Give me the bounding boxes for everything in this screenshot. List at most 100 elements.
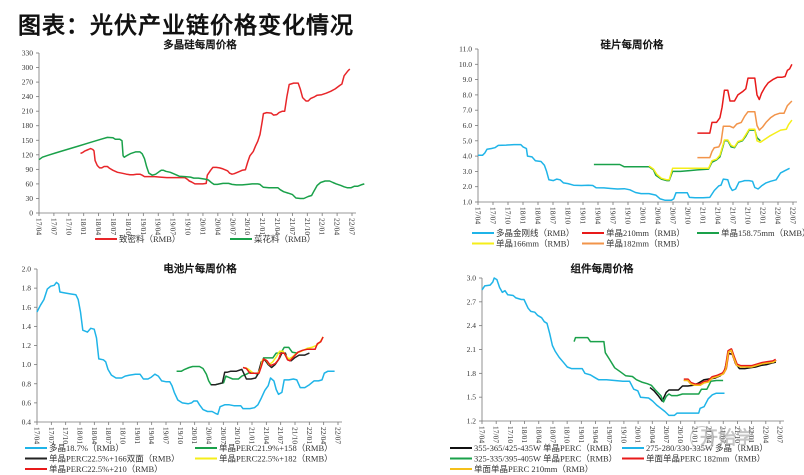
x-tick-label: 22/04 [761, 426, 770, 443]
series-line-0 [36, 281, 335, 416]
x-tick-label: 19/10 [176, 427, 185, 444]
x-tick-label: 22/07 [334, 427, 343, 444]
x-tick-label: 19/04 [147, 427, 156, 444]
x-tick-label: 20/01 [198, 218, 207, 235]
y-tick-label: 1.8 [22, 284, 32, 293]
y-tick-label: 3.0 [467, 274, 477, 283]
wafer-chart: 硅片每周价格 1.0 2.0 3.0 4.0 5.0 6.0 7.0 8.0 9.0 10.0 11.… [459, 38, 804, 249]
x-tick-label: 17/04 [478, 426, 487, 443]
x-tick-label: 20/10 [684, 207, 693, 224]
x-tick-label: 22/07 [348, 218, 357, 235]
x-tick-label: 17/04 [474, 207, 483, 224]
x-tick-label: 19/01 [139, 218, 148, 235]
chart-title: 电池片每周价格 [163, 262, 237, 275]
y-tick-label: 120 [22, 150, 34, 159]
y-tick-label: 3.0 [463, 167, 473, 176]
x-tick-label: 18/10 [564, 207, 573, 224]
series-line-3 [244, 336, 324, 374]
x-tick-label: 21/01 [699, 207, 708, 224]
x-tick-label: 21/10 [291, 427, 300, 444]
x-tick-label: 22/04 [333, 218, 342, 235]
y-tick-label: 2.0 [22, 265, 32, 274]
y-tick-label: 4.0 [463, 152, 473, 161]
y-tick-label: 0.6 [22, 398, 32, 407]
y-tick-label: 5.0 [463, 136, 473, 145]
y-tick-label: 2.1 [467, 345, 477, 354]
y-tick-label: 1.8 [467, 369, 477, 378]
y-tick-label: 1.5 [467, 393, 477, 402]
series-line-3 [683, 348, 777, 386]
y-tick-label: 2.4 [467, 321, 477, 330]
y-tick-label: 1.0 [463, 198, 473, 207]
legend-label: 单晶158.75mm（RMB） [721, 228, 804, 238]
x-tick-label: 20/07 [228, 218, 237, 235]
x-tick-label: 21/10 [744, 207, 753, 224]
y-tick-label: 0.8 [22, 379, 32, 388]
y-tick-label: 1.0 [22, 360, 32, 369]
legend-label: 多晶18.7%（RMB） [49, 443, 124, 453]
x-tick-label: 17/10 [64, 218, 73, 235]
y-tick-label: 90 [26, 165, 34, 174]
x-tick-label: 20/04 [213, 218, 222, 235]
x-tick-label: 19/04 [154, 218, 163, 235]
series-line-1 [176, 346, 299, 386]
page-title: 图表：光伏产业链价格变化情况 [18, 13, 354, 39]
legend-label: 菜花料（RMB） [254, 234, 315, 244]
x-tick-label: 18/07 [549, 207, 558, 224]
x-tick-label: 21/01 [258, 218, 267, 235]
x-tick-label: 21/07 [288, 218, 297, 235]
x-tick-label: 22/01 [759, 207, 768, 224]
y-tick-label: 1.4 [22, 322, 32, 331]
legend-label: 单晶PERC22.5%+210（RMB） [49, 464, 163, 474]
x-tick-label: 22/07 [789, 207, 798, 224]
chart-title: 多晶硅每周价格 [163, 38, 237, 51]
x-tick-label: 20/10 [233, 427, 242, 444]
series-line-1 [38, 136, 365, 200]
x-tick-label: 18/04 [534, 426, 543, 443]
x-tick-label: 20/04 [648, 426, 657, 443]
x-tick-label: 21/04 [273, 218, 282, 235]
series-line-0 [80, 68, 351, 185]
legend-label: 355-365/425-435W 单晶PERC（RMB） [474, 443, 617, 453]
x-tick-label: 20/01 [639, 207, 648, 224]
y-tick-label: 10.0 [459, 60, 472, 69]
x-tick-label: 18/10 [563, 426, 572, 443]
x-tick-label: 19/10 [624, 207, 633, 224]
y-tick-label: 270 [22, 78, 34, 87]
y-tick-label: 2.0 [463, 182, 473, 191]
y-tick-label: 0.4 [22, 418, 32, 427]
legend-label: 325-335/395-405W 单晶PERC（RMB） [474, 454, 617, 464]
series-line-1 [481, 277, 725, 417]
y-tick-label: 150 [22, 136, 34, 145]
legend-label: 单晶182mm（RMB） [606, 239, 685, 249]
series-line-2 [593, 129, 761, 182]
series-line-4 [697, 100, 793, 159]
y-tick-label: 1.6 [22, 303, 32, 312]
y-tick-label: 60 [26, 179, 34, 188]
x-tick-label: 18/01 [519, 207, 528, 224]
x-tick-label: 20/10 [243, 218, 252, 235]
y-tick-label: 30 [26, 194, 34, 203]
x-tick-label: 21/07 [729, 207, 738, 224]
x-tick-label: 17/10 [506, 426, 515, 443]
x-tick-label: 22/01 [747, 426, 756, 443]
y-tick-label: 180 [22, 121, 34, 130]
x-tick-label: 18/07 [548, 426, 557, 443]
x-tick-label: 19/07 [605, 426, 614, 443]
x-tick-label: 21/10 [303, 218, 312, 235]
legend-label: 单晶PERC22.5%+182（RMB） [219, 454, 333, 464]
series-line-3 [648, 119, 793, 181]
x-tick-label: 18/04 [94, 218, 103, 235]
x-tick-label: 20/07 [662, 426, 671, 443]
x-tick-label: 18/04 [534, 207, 543, 224]
legend-label: 单晶166mm（RMB） [496, 239, 575, 249]
x-tick-label: 18/10 [124, 218, 133, 235]
x-tick-label: 18/10 [119, 427, 128, 444]
series-line-1 [697, 63, 793, 134]
y-tick-label: 300 [22, 63, 34, 72]
y-tick-label: 9.0 [463, 75, 473, 84]
polysilicon-chart: 多晶硅每周价格 0 30 60 90 120 150 180 210 240 270 300 330 17… [22, 38, 365, 244]
y-tick-label: 210 [22, 107, 34, 116]
x-tick-label: 20/04 [205, 427, 214, 444]
x-tick-label: 18/01 [520, 426, 529, 443]
